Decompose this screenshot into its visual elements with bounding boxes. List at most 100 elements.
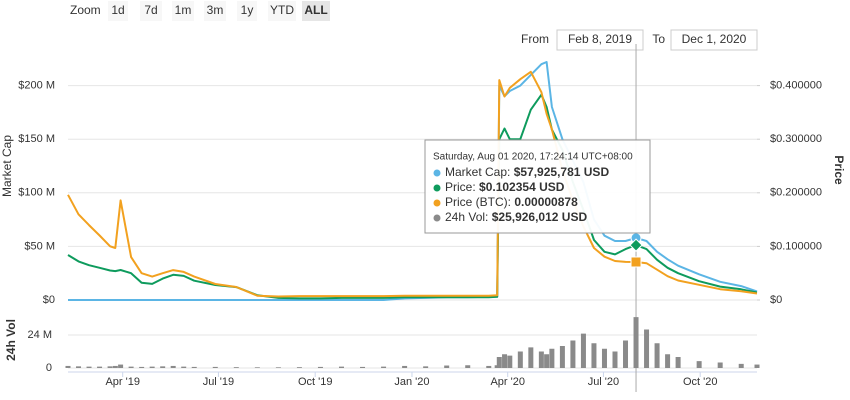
volume-bar — [654, 343, 660, 368]
volume-bar — [633, 317, 639, 368]
zoom-button[interactable] — [140, 1, 162, 21]
tooltip-item-value: $57,925,781 USD — [514, 165, 610, 179]
zoom-button-label[interactable]: 1d — [111, 3, 124, 17]
volume-bar — [275, 367, 281, 368]
volume-bar — [738, 363, 744, 368]
volume-bar — [86, 366, 92, 368]
volume-bar — [601, 348, 607, 368]
x-tick-label: Oct '19 — [298, 376, 333, 388]
volume-bar — [538, 351, 544, 368]
volume-bar — [212, 366, 218, 368]
y-tick-label: $200 M — [18, 80, 55, 92]
zoom-button-label[interactable]: 3m — [207, 3, 224, 17]
volume-bar — [528, 347, 534, 368]
volume-bar — [496, 357, 502, 368]
x-tick-label: Oct '20 — [683, 376, 718, 388]
volume-bar — [128, 366, 134, 368]
tooltip-bullet — [433, 199, 441, 207]
hover-marker — [629, 238, 643, 252]
y-tick-label: $150 M — [18, 133, 55, 145]
volume-bar — [181, 366, 187, 368]
series-line — [67, 70, 758, 298]
volume-bar — [112, 365, 118, 368]
tooltip-bullet — [433, 214, 441, 222]
zoom-button-label[interactable]: 1m — [175, 3, 192, 17]
volume-bar — [381, 366, 387, 368]
volume-bar — [118, 364, 124, 368]
hover-marker — [630, 256, 642, 268]
tooltip-item-value: 0.00000878 — [514, 195, 578, 209]
volume-bar — [97, 366, 103, 368]
zoom-button-label[interactable]: 1y — [241, 3, 254, 17]
y2-tick-label: $0.200000 — [770, 187, 822, 199]
tooltip-item: Price (BTC): 0.00000878 — [445, 195, 578, 209]
volume-bar — [160, 366, 166, 368]
volume-bar — [170, 365, 176, 368]
tooltip-title: Saturday, Aug 01 2020, 17:24:14 UTC+08:0… — [433, 152, 633, 163]
tooltip-item-label: Price (BTC): — [445, 195, 511, 209]
volume-bar — [502, 354, 508, 368]
y-tick-label: $50 M — [24, 240, 55, 252]
volume-bar — [254, 367, 260, 368]
volume-bar — [570, 340, 576, 368]
to-input[interactable] — [670, 29, 758, 51]
volume-bar — [423, 366, 429, 368]
volume-bar — [107, 366, 113, 368]
zoom-button[interactable] — [268, 1, 296, 21]
volume-bar — [444, 365, 450, 368]
y2-tick-label: $0.100000 — [770, 240, 822, 252]
volume-bar — [317, 366, 323, 368]
tooltip-bullet — [433, 184, 441, 192]
y2-tick-label: $0 — [770, 294, 782, 306]
volume-bar — [591, 343, 597, 368]
tooltip-item-label: 24h Vol: — [445, 210, 488, 224]
volume-bar — [338, 366, 344, 368]
tooltip-item-value: $0.102354 USD — [479, 180, 565, 194]
volume-bar — [65, 365, 71, 368]
x-tick-label: Apr '20 — [490, 376, 525, 388]
zoom-button[interactable] — [172, 1, 194, 21]
from-label: From — [521, 32, 549, 46]
y-tick-label: $0 — [43, 294, 55, 306]
tooltip-item: 24h Vol: $25,926,012 USD — [445, 210, 587, 224]
zoom-button-label[interactable]: YTD — [270, 3, 294, 17]
from-input[interactable] — [556, 29, 644, 51]
tooltip-box — [424, 139, 651, 234]
zoom-button[interactable] — [302, 1, 330, 21]
series-line — [67, 93, 758, 300]
volume-bar — [486, 365, 492, 368]
vol-tick-label: 24 M — [28, 329, 52, 341]
zoom-button[interactable] — [108, 1, 128, 21]
volume-bar — [402, 365, 408, 368]
x-tick-label: Jul '20 — [588, 376, 619, 388]
tooltip-item: Market Cap: $57,925,781 USD — [445, 165, 609, 179]
volume-bar — [507, 355, 513, 368]
volume-bar — [76, 366, 82, 368]
volume-bar — [465, 365, 471, 368]
zoom-button[interactable] — [237, 1, 257, 21]
tooltip-item-value: $25,926,012 USD — [492, 210, 588, 224]
volume-bar — [696, 361, 702, 368]
from-value[interactable]: Feb 8, 2019 — [568, 32, 632, 46]
x-tick-label: Jan '20 — [394, 376, 429, 388]
volume-bar — [139, 366, 145, 368]
to-value[interactable]: Dec 1, 2020 — [682, 32, 747, 46]
zoom-button-label[interactable]: ALL — [304, 3, 327, 17]
volume-bar — [675, 357, 681, 368]
to-label: To — [652, 32, 665, 46]
zoom-button-label[interactable]: 7d — [144, 3, 157, 17]
y-axis-label: Market Cap — [0, 135, 14, 197]
zoom-label: Zoom — [70, 3, 101, 17]
y2-axis-label: Price — [832, 155, 846, 185]
y-tick-label: $100 M — [18, 187, 55, 199]
vol-axis-label: 24h Vol — [4, 319, 18, 361]
volume-bar — [717, 362, 723, 368]
volume-bar — [360, 366, 366, 368]
tooltip-item: Price: $0.102354 USD — [445, 180, 565, 194]
volume-bar — [665, 354, 671, 368]
volume-bar — [191, 366, 197, 368]
zoom-button[interactable] — [204, 1, 226, 21]
tooltip-bullet — [433, 169, 441, 177]
y2-tick-label: $0.300000 — [770, 133, 822, 145]
